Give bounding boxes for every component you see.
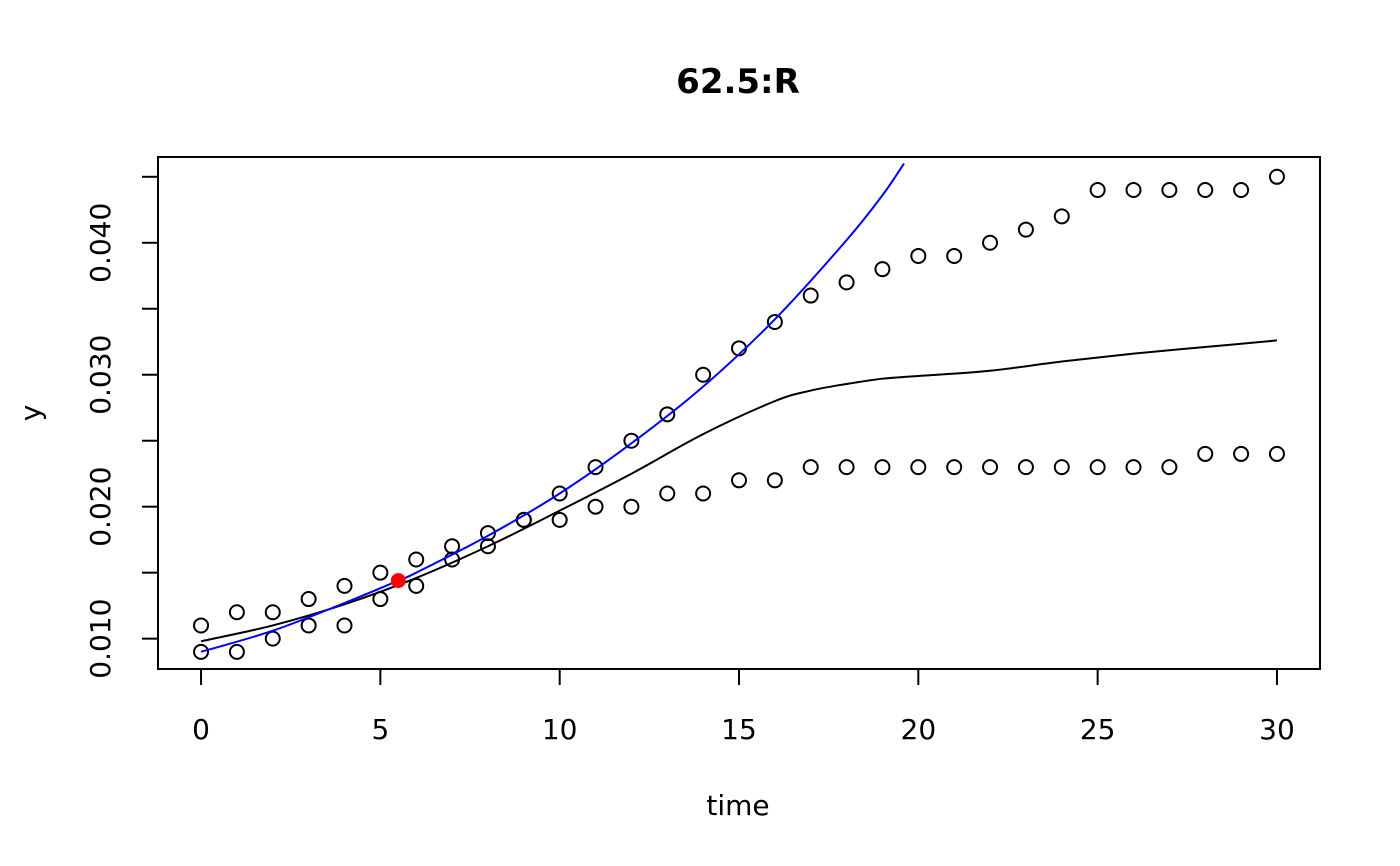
blue-fit-curve	[200, 163, 905, 653]
data-point	[1268, 168, 1285, 185]
data-point	[838, 274, 855, 291]
data-point	[300, 617, 317, 634]
data-point	[910, 247, 927, 264]
data-point	[766, 313, 783, 330]
data-point	[587, 498, 604, 515]
data-point	[1053, 208, 1070, 225]
data-point	[408, 551, 425, 568]
x-tick-label: 15	[721, 713, 757, 746]
data-point	[1017, 221, 1034, 238]
data-point	[228, 604, 245, 621]
data-point	[1125, 181, 1142, 198]
data-point	[228, 643, 245, 660]
data-point	[1017, 459, 1034, 476]
data-point	[623, 498, 640, 515]
y-axis: 0.010 0.020 0.030 0.040	[84, 175, 159, 679]
data-point	[1053, 459, 1070, 476]
x-tick-label: 5	[371, 713, 389, 746]
data-point	[659, 485, 676, 502]
y-axis-label: y	[14, 405, 47, 422]
data-point	[1197, 445, 1214, 462]
data-point	[1233, 445, 1250, 462]
chart-title: 62.5:R	[676, 62, 800, 102]
data-point	[874, 261, 891, 278]
data-point	[1161, 181, 1178, 198]
data-point	[982, 459, 999, 476]
data-point	[731, 472, 747, 489]
plot-area	[193, 163, 1285, 660]
data-point	[1268, 445, 1285, 462]
data-point	[1197, 181, 1214, 198]
data-point	[193, 617, 210, 634]
data-point	[1089, 181, 1106, 198]
data-point	[946, 459, 963, 476]
data-point	[659, 406, 676, 423]
x-tick-label: 20	[901, 713, 937, 746]
data-point	[1125, 459, 1142, 476]
data-point	[264, 630, 281, 647]
data-point	[910, 459, 927, 476]
x-tick-label: 10	[542, 713, 578, 746]
highlight-point	[390, 573, 406, 589]
data-point	[695, 485, 712, 502]
data-point	[551, 485, 568, 502]
data-point	[802, 287, 819, 304]
data-point	[193, 643, 210, 660]
x-axis-label: time	[706, 789, 769, 822]
data-point	[264, 604, 281, 621]
y-tick-label: 0.030	[84, 335, 117, 415]
data-point	[1089, 459, 1106, 476]
y-tick-label: 0.010	[84, 599, 117, 679]
y-tick-label: 0.040	[84, 203, 117, 283]
data-point	[1233, 181, 1250, 198]
data-point	[372, 564, 389, 581]
data-point	[587, 459, 604, 476]
y-tick-label: 0.020	[84, 467, 117, 547]
data-point	[336, 617, 353, 634]
data-point	[982, 234, 999, 251]
data-point	[551, 511, 568, 528]
data-point	[766, 472, 783, 489]
x-tick-label: 0	[192, 713, 210, 746]
data-point	[1161, 459, 1178, 476]
data-point	[695, 366, 712, 383]
x-tick-label: 25	[1080, 713, 1116, 746]
data-point	[300, 591, 317, 608]
data-point	[336, 577, 353, 594]
data-point	[874, 459, 891, 476]
data-point	[802, 459, 819, 476]
x-axis: 0 5 10 15 20 25 30	[192, 668, 1295, 746]
plot-frame	[157, 156, 1321, 670]
data-point	[479, 538, 496, 555]
data-point	[623, 432, 640, 449]
x-tick-label: 30	[1259, 713, 1295, 746]
data-point	[946, 247, 963, 264]
data-point	[838, 459, 855, 476]
